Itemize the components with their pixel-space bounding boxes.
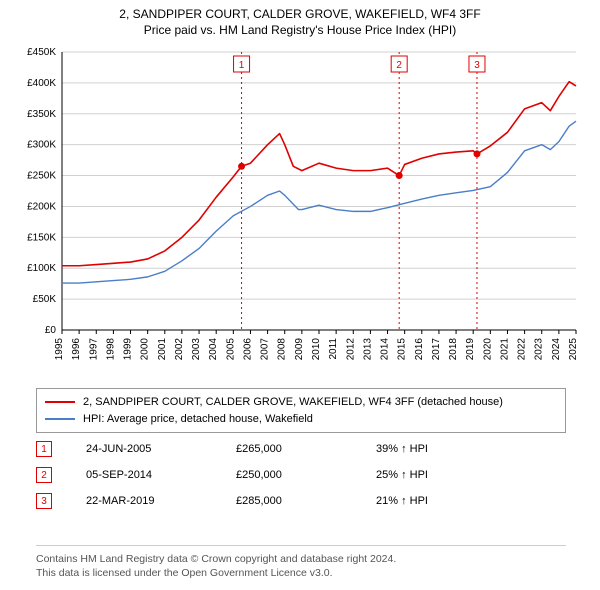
chart-title-block: 2, SANDPIPER COURT, CALDER GROVE, WAKEFI… <box>0 0 600 38</box>
sale-price: £250,000 <box>236 469 376 481</box>
svg-text:2013: 2013 <box>362 338 373 361</box>
sale-row: 3 22-MAR-2019 £285,000 21% ↑ HPI <box>36 488 566 514</box>
svg-text:2021: 2021 <box>499 338 510 361</box>
svg-text:2010: 2010 <box>311 338 322 361</box>
sale-date: 24-JUN-2005 <box>86 443 236 455</box>
legend-label-hpi: HPI: Average price, detached house, Wake… <box>83 411 313 428</box>
svg-text:2008: 2008 <box>277 338 288 361</box>
svg-text:2019: 2019 <box>465 338 476 361</box>
legend-swatch-hpi <box>45 418 75 420</box>
svg-text:£50K: £50K <box>33 294 57 305</box>
svg-text:2017: 2017 <box>431 338 442 361</box>
svg-text:£450K: £450K <box>27 47 56 58</box>
svg-text:2022: 2022 <box>517 338 528 361</box>
sale-delta: 39% ↑ HPI <box>376 443 496 455</box>
svg-text:2004: 2004 <box>208 338 219 361</box>
svg-text:2011: 2011 <box>328 338 339 360</box>
sale-delta: 21% ↑ HPI <box>376 495 496 507</box>
sale-row: 2 05-SEP-2014 £250,000 25% ↑ HPI <box>36 462 566 488</box>
chart-title-line1: 2, SANDPIPER COURT, CALDER GROVE, WAKEFI… <box>0 6 600 22</box>
svg-text:3: 3 <box>474 60 480 71</box>
chart-title-line2: Price paid vs. HM Land Registry's House … <box>0 22 600 38</box>
svg-text:£250K: £250K <box>27 171 56 182</box>
sale-badge: 2 <box>36 467 52 483</box>
footer: Contains HM Land Registry data © Crown c… <box>36 545 566 580</box>
legend-swatch-property <box>45 401 75 403</box>
legend-row: HPI: Average price, detached house, Wake… <box>45 411 557 428</box>
sale-delta: 25% ↑ HPI <box>376 469 496 481</box>
svg-text:2006: 2006 <box>242 338 253 361</box>
svg-text:2012: 2012 <box>345 338 356 361</box>
svg-text:2005: 2005 <box>225 338 236 361</box>
svg-text:£0: £0 <box>45 325 57 336</box>
svg-text:£150K: £150K <box>27 232 56 243</box>
svg-text:£300K: £300K <box>27 140 56 151</box>
svg-text:1999: 1999 <box>123 338 134 361</box>
sale-badge: 1 <box>36 441 52 457</box>
sale-price: £265,000 <box>236 443 376 455</box>
svg-text:£350K: £350K <box>27 109 56 120</box>
sale-date: 05-SEP-2014 <box>86 469 236 481</box>
svg-text:2007: 2007 <box>260 338 271 361</box>
svg-text:2003: 2003 <box>191 338 202 361</box>
sale-badge: 3 <box>36 493 52 509</box>
svg-text:2: 2 <box>396 60 402 71</box>
legend: 2, SANDPIPER COURT, CALDER GROVE, WAKEFI… <box>36 388 566 433</box>
svg-text:2018: 2018 <box>448 338 459 361</box>
svg-text:2025: 2025 <box>568 338 579 361</box>
svg-text:2001: 2001 <box>157 338 168 361</box>
sale-price: £285,000 <box>236 495 376 507</box>
svg-text:2024: 2024 <box>551 338 562 361</box>
svg-text:1996: 1996 <box>71 338 82 361</box>
svg-text:2014: 2014 <box>380 338 391 361</box>
sale-date: 22-MAR-2019 <box>86 495 236 507</box>
footer-line2: This data is licensed under the Open Gov… <box>36 566 566 580</box>
svg-text:2023: 2023 <box>534 338 545 361</box>
svg-text:1997: 1997 <box>88 338 99 361</box>
svg-text:1995: 1995 <box>54 338 65 361</box>
chart: £0 £50K £100K £150K £200K £250K £300K £350K £400… <box>18 46 582 376</box>
sale-table: 1 24-JUN-2005 £265,000 39% ↑ HPI 2 05-SE… <box>36 436 566 514</box>
svg-text:£200K: £200K <box>27 201 56 212</box>
svg-text:2016: 2016 <box>414 338 425 361</box>
svg-text:1998: 1998 <box>105 338 116 361</box>
legend-label-property: 2, SANDPIPER COURT, CALDER GROVE, WAKEFI… <box>83 394 503 411</box>
svg-text:2002: 2002 <box>174 338 185 361</box>
svg-text:2015: 2015 <box>397 338 408 361</box>
svg-text:2009: 2009 <box>294 338 305 361</box>
svg-text:£100K: £100K <box>27 263 56 274</box>
svg-text:1: 1 <box>239 60 245 71</box>
legend-row: 2, SANDPIPER COURT, CALDER GROVE, WAKEFI… <box>45 394 557 411</box>
svg-text:2020: 2020 <box>482 338 493 361</box>
sale-row: 1 24-JUN-2005 £265,000 39% ↑ HPI <box>36 436 566 462</box>
footer-line1: Contains HM Land Registry data © Crown c… <box>36 552 566 566</box>
svg-text:£400K: £400K <box>27 78 56 89</box>
svg-text:2000: 2000 <box>140 338 151 361</box>
